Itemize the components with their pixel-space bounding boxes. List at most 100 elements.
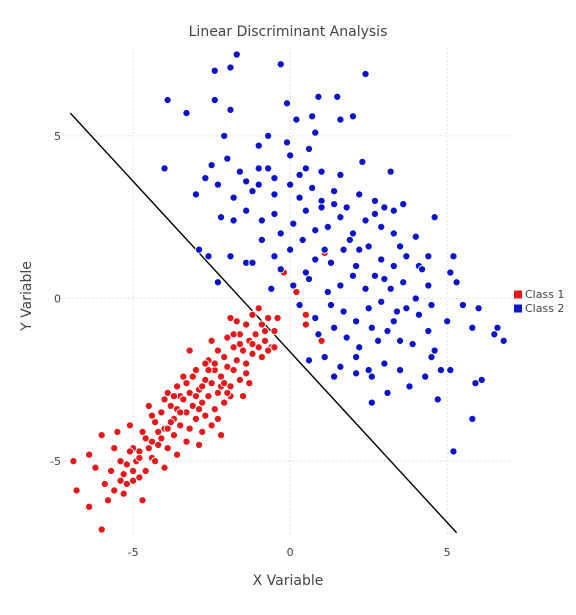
data-point (176, 408, 185, 417)
data-point (229, 366, 238, 375)
data-point (232, 50, 241, 59)
data-point (201, 411, 210, 420)
data-point (97, 525, 106, 534)
data-point (358, 157, 367, 166)
data-point (138, 427, 147, 436)
data-point (490, 330, 499, 339)
data-point (163, 444, 172, 453)
data-point (336, 213, 345, 222)
data-point (389, 317, 398, 326)
data-point (182, 109, 191, 118)
data-point (119, 470, 128, 479)
data-point (242, 177, 251, 186)
data-point (72, 486, 81, 495)
y-tick-label: 5 (54, 130, 61, 143)
data-point (361, 69, 370, 79)
data-point (110, 444, 119, 453)
data-point (352, 369, 361, 378)
data-point (157, 408, 166, 417)
data-point (342, 203, 351, 212)
data-point (254, 141, 263, 150)
data-point (122, 460, 131, 469)
data-point (125, 421, 135, 430)
data-point (235, 167, 244, 176)
data-point (216, 213, 226, 222)
data-point (229, 330, 238, 339)
data-point (198, 382, 207, 391)
data-point (396, 242, 405, 251)
x-ticks: -5 0 5 (128, 546, 451, 559)
data-point (122, 479, 131, 488)
data-point (446, 366, 455, 375)
data-point (377, 255, 386, 264)
data-point (260, 336, 270, 345)
data-point (254, 304, 263, 313)
data-point (182, 437, 191, 446)
data-point (270, 326, 279, 336)
data-point (248, 349, 257, 358)
data-point (213, 180, 222, 189)
data-point (289, 281, 298, 290)
data-point (405, 382, 414, 391)
data-point (113, 427, 122, 436)
data-point (207, 161, 216, 170)
legend-swatch (514, 304, 522, 313)
data-point (166, 401, 175, 410)
data-point (201, 375, 210, 384)
data-point (245, 379, 254, 388)
data-point (386, 284, 395, 293)
data-point (216, 431, 226, 440)
data-point (129, 466, 138, 475)
data-point (308, 112, 317, 121)
data-point (235, 375, 244, 384)
data-point (213, 414, 222, 423)
data-point (399, 278, 408, 287)
data-point (286, 180, 295, 189)
data-point (389, 229, 398, 238)
data-point (336, 170, 345, 179)
data-point (311, 313, 320, 323)
data-point (276, 229, 285, 238)
data-point (386, 167, 395, 176)
data-point (370, 196, 379, 205)
data-point (235, 340, 244, 349)
data-point (436, 366, 445, 375)
data-point (144, 401, 153, 410)
data-point (191, 190, 200, 199)
data-point (242, 359, 251, 368)
data-point (229, 216, 238, 225)
data-point (311, 255, 320, 264)
data-point (355, 343, 364, 352)
data-point (248, 187, 257, 196)
data-point (207, 421, 216, 430)
data-point (499, 336, 508, 345)
data-point (433, 395, 442, 404)
data-point (320, 353, 329, 362)
data-point (198, 427, 207, 436)
data-point (301, 206, 310, 215)
data-point (204, 366, 213, 375)
data-point (361, 216, 370, 225)
data-point (367, 323, 376, 332)
data-point (339, 245, 348, 254)
data-point (345, 235, 354, 244)
data-point (383, 388, 392, 397)
data-point (430, 213, 439, 222)
data-point (286, 245, 295, 254)
data-point (213, 346, 222, 355)
data-point (69, 457, 78, 466)
data-point (160, 164, 169, 173)
data-point (308, 183, 317, 192)
data-point (352, 261, 361, 271)
data-point (304, 274, 314, 284)
data-point (301, 320, 310, 329)
data-point (264, 313, 273, 323)
data-point (213, 278, 222, 287)
data-point (151, 457, 160, 466)
data-point (204, 392, 213, 401)
y-axis-label: Y Variable (19, 261, 35, 332)
data-point (226, 252, 235, 261)
data-point (402, 304, 411, 313)
data-point (474, 304, 483, 313)
data-point (176, 421, 185, 430)
